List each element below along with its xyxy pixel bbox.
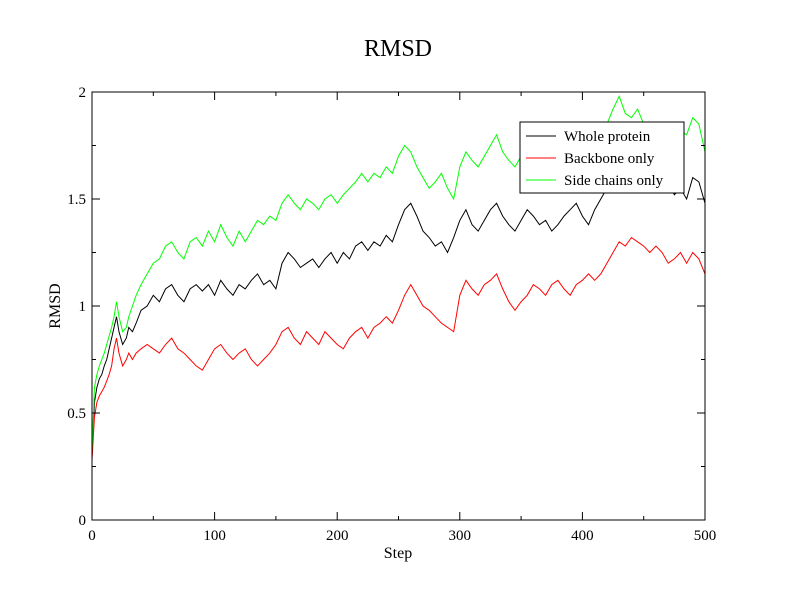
x-tick-label: 300 [449,528,472,544]
x-tick-label: 500 [694,528,717,544]
x-tick-label: 100 [203,528,226,544]
series-line-2 [91,236,706,461]
legend: Whole protein Backbone only Side chains on… [519,121,685,194]
y-axis-label: RMSD [47,283,64,328]
y-tick-label: 1.5 [67,192,86,208]
y-tick-label: 1 [79,299,87,315]
chart-title: RMSD [364,36,432,62]
y-tick-label: 0 [79,513,87,529]
x-tick-label: 200 [326,528,349,544]
legend-label-3: Side chains only [564,173,664,189]
series-line-1 [91,166,706,456]
x-axis-label: Step [384,545,412,562]
legend-label-2: Backbone only [564,151,655,167]
y-tick-label: 0.5 [67,406,86,422]
x-tick-label: 0 [88,528,96,544]
x-tick-label: 400 [571,528,594,544]
y-tick-label: 2 [79,85,87,101]
legend-label-1: Whole protein [564,129,651,145]
tick-layer: 0 100 200 300 400 500 0 0.5 1 1.5 2 [67,85,716,544]
